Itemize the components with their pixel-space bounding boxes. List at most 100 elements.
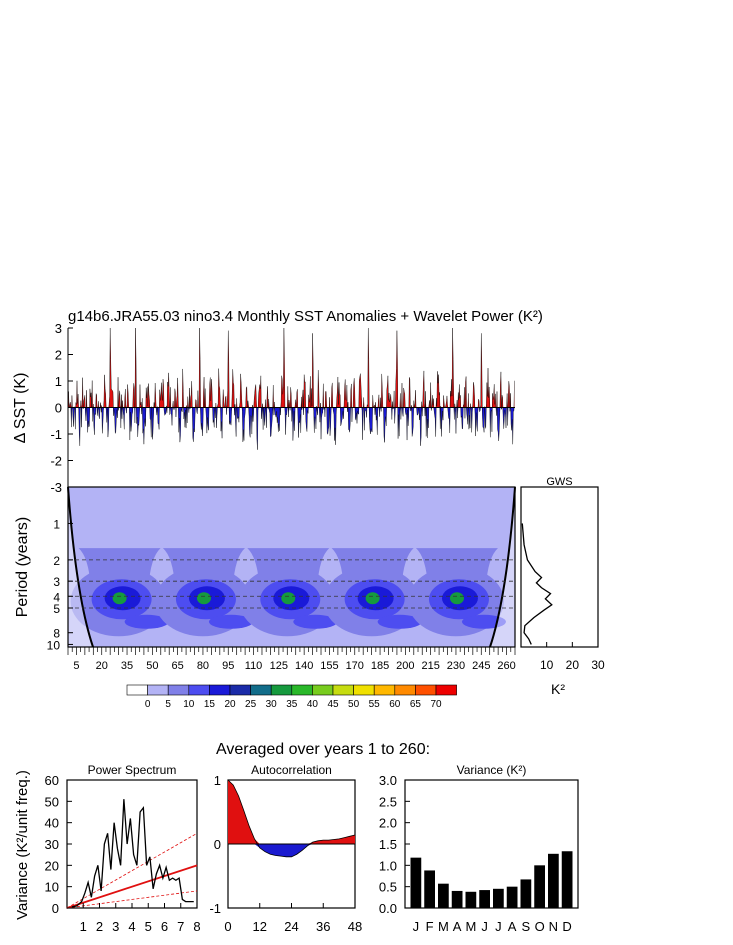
- wavelet-contour-5-upper: [247, 548, 330, 587]
- wavelet-x-tick-label: 125: [270, 660, 288, 672]
- wavelet-x-tick-label: 80: [197, 660, 209, 672]
- colorbar-swatch: [147, 684, 169, 696]
- colorbar-label: 35: [286, 699, 298, 710]
- spectrum-x-tick-label: 1: [80, 919, 87, 934]
- acf-line: [227, 779, 356, 858]
- sst-y-axis-label: Δ SST (K): [12, 373, 29, 444]
- colorbar-swatch: [209, 684, 231, 696]
- wavelet-x-tick-label: 215: [421, 660, 439, 672]
- colorbar-swatch: [332, 684, 354, 696]
- wavelet-x-tick-label: 5: [73, 660, 79, 672]
- colorbar-swatch: [167, 684, 190, 696]
- wavelet-x-tick-label: 155: [320, 660, 338, 672]
- variance-bar: [451, 890, 463, 908]
- power-spectrum-panel: Power Spectrum 0 10 20 30 40 50 60 1 2 3 4 5 6 7 8 Varia…: [14, 763, 201, 934]
- variance-y-tick-label: 1.0: [379, 858, 397, 873]
- colorbar-label: 50: [348, 699, 360, 710]
- variance-y-tick-label: 2.5: [379, 794, 397, 809]
- variance-title: Variance (K²): [457, 763, 527, 777]
- spectrum-x-tick-label: 8: [193, 919, 200, 934]
- colorbar-label: 15: [204, 699, 216, 710]
- colorbar-label: 5: [165, 699, 171, 710]
- wavelet-peak: [196, 592, 211, 605]
- sst-line: [67, 327, 515, 450]
- colorbar-swatch: [126, 684, 148, 696]
- wavelet-tail: [461, 614, 506, 629]
- wavelet-x-tick-label: 65: [172, 660, 184, 672]
- sst-positive-area: [68, 328, 515, 408]
- sst-panel: 3 2 1 0 -1 -2 -3 Δ SST (K): [12, 321, 515, 495]
- wavelet-x-tick-label: 170: [346, 660, 364, 672]
- spectrum-reference-line: [66, 890, 198, 909]
- wavelet-x-tick-label: 20: [96, 660, 108, 672]
- wavelet-tail: [208, 614, 253, 629]
- colorbar-swatch: [373, 684, 396, 696]
- variance-bar: [506, 886, 518, 908]
- wavelet-contour-5-upper: [415, 548, 498, 587]
- spectrum-x-tick-label: 4: [128, 919, 135, 934]
- colorbar-swatch: [312, 684, 334, 696]
- colorbar-label: 0: [145, 699, 151, 710]
- variance-bar: [534, 865, 545, 908]
- spectrum-x-tick-label: 7: [177, 919, 184, 934]
- gws-x-tick-label: 20: [566, 658, 580, 672]
- acf-y-tick-label: 0: [214, 837, 221, 852]
- variance-bar: [479, 890, 490, 908]
- wavelet-x-tick-label: 95: [222, 660, 234, 672]
- colorbar-label: 40: [307, 699, 319, 710]
- variance-x-tick-label: J: [495, 919, 502, 934]
- acf-positive-area: [228, 780, 355, 844]
- wavelet-x-tick-label: 35: [121, 660, 133, 672]
- wavelet-y-tick-label: 1: [53, 517, 60, 531]
- sst-y-tick-label: -1: [50, 427, 62, 442]
- wavelet-y-tick-label: 5: [53, 602, 60, 616]
- acf-title: Autocorrelation: [251, 763, 332, 777]
- acf-x-tick-label: 24: [284, 919, 298, 934]
- spectrum-y-tick-label: 60: [45, 773, 59, 788]
- wavelet-x-tick-label: 140: [295, 660, 313, 672]
- variance-bar: [438, 883, 449, 908]
- bottom-heading: Averaged over years 1 to 260:: [216, 741, 430, 758]
- variance-x-tick-label: S: [522, 919, 531, 934]
- colorbar-swatch: [415, 684, 437, 696]
- gws-frame: [520, 486, 599, 648]
- colorbar-swatch: [435, 684, 457, 696]
- acf-y-tick-label: -1: [209, 901, 221, 916]
- variance-x-tick-label: A: [508, 919, 517, 934]
- variance-y-tick-label: 2.0: [379, 816, 397, 831]
- spectrum-y-tick-label: 20: [45, 858, 59, 873]
- wavelet-x-tick-label: 50: [146, 660, 158, 672]
- colorbar-swatch: [270, 684, 293, 696]
- acf-x-tick-label: 48: [348, 919, 362, 934]
- spectrum-x-tick-label: 2: [96, 919, 103, 934]
- spectrum-x-tick-label: 3: [112, 919, 119, 934]
- colorbar-swatch: [291, 684, 313, 696]
- gws-x-axis-label: K²: [551, 681, 565, 697]
- wavelet-peak: [281, 592, 296, 605]
- variance-x-tick-label: F: [426, 919, 434, 934]
- colorbar-label: 65: [410, 699, 422, 710]
- wavelet-x-tick-label: 185: [371, 660, 389, 672]
- variance-bar: [424, 870, 435, 908]
- spectrum-x-tick-label: 5: [145, 919, 152, 934]
- gws-x-tick-label: 30: [591, 658, 605, 672]
- coi-left-shade: [68, 487, 93, 647]
- spectrum-line: [71, 799, 194, 908]
- variance-x-tick-label: D: [562, 919, 571, 934]
- variance-bar: [561, 851, 573, 908]
- wavelet-contour-5-upper: [162, 548, 245, 587]
- variance-y-tick-label: 1.5: [379, 837, 397, 852]
- spectrum-x-tick-label: 6: [161, 919, 168, 934]
- gws-panel: GWS 10 20 30 K²: [520, 476, 605, 697]
- wavelet-y-tick-label: 10: [47, 638, 61, 652]
- colorbar-swatch: [394, 684, 416, 696]
- sst-y-tick-label: -2: [50, 454, 62, 469]
- wavelet-peak: [365, 592, 380, 605]
- sst-y-tick-label: 0: [55, 401, 62, 416]
- wavelet-x-tick-label: 260: [497, 660, 515, 672]
- spectrum-reference-line: [66, 864, 198, 909]
- wavelet-tail: [377, 614, 422, 629]
